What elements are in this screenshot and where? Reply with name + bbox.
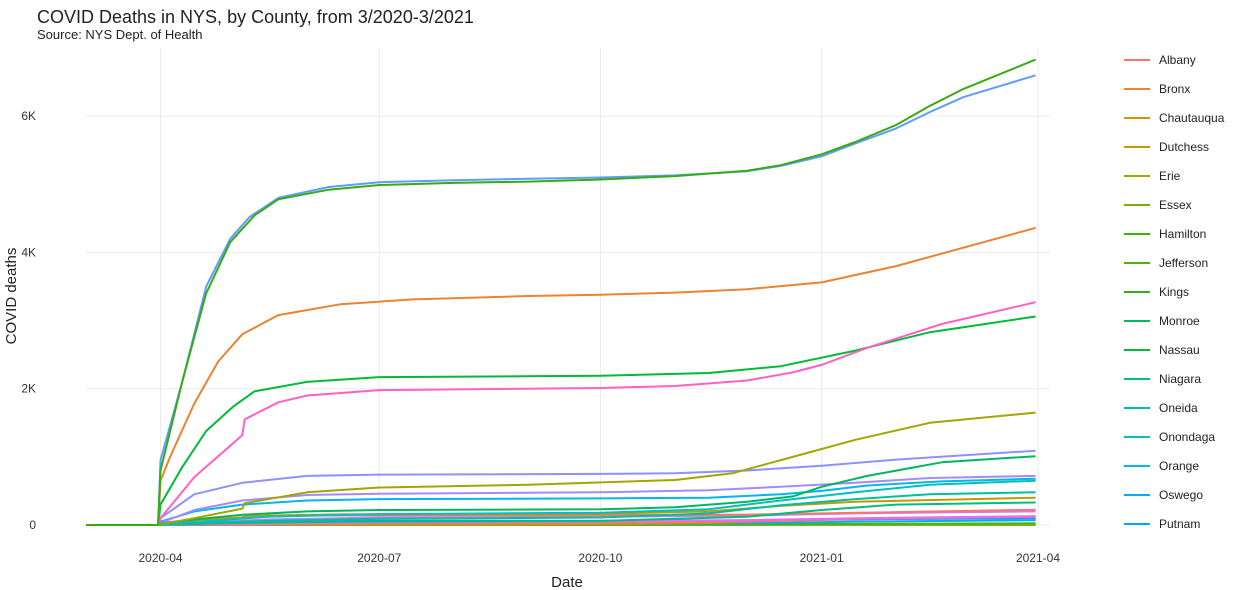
legend-label: Bronx: [1159, 82, 1190, 96]
legend-item-albany[interactable]: Albany: [1124, 53, 1196, 67]
x-tick-label: 2020-07: [357, 551, 401, 565]
legend-label: Dutchess: [1159, 140, 1209, 154]
y-tick-label: 4K: [21, 245, 36, 259]
x-tick-label: 2021-04: [1016, 551, 1060, 565]
legend-item-orange[interactable]: Orange: [1124, 459, 1199, 473]
x-axis-label: Date: [551, 574, 583, 590]
series-line-kings: [86, 58, 1036, 526]
y-tick-label: 0: [29, 518, 36, 532]
axis-ticks: 0 2K 4K 6K 2020-04 2020-07 2020-10 2021-01 2021-…: [21, 109, 1060, 565]
legend-label: Essex: [1159, 198, 1192, 212]
legend-label: Nassau: [1159, 343, 1200, 357]
legend-item-oneida[interactable]: Oneida: [1124, 401, 1198, 415]
legend-label: Albany: [1159, 53, 1196, 67]
series-line-unlabeled-18: [86, 301, 1036, 526]
x-tick-label: 2020-10: [578, 551, 622, 565]
legend-item-erie[interactable]: Erie: [1124, 169, 1181, 183]
legend-item-nassau[interactable]: Nassau: [1124, 343, 1200, 357]
legend-item-monroe[interactable]: Monroe: [1124, 314, 1200, 328]
chart-title: COVID Deaths in NYS, by County, from 3/2…: [37, 7, 474, 27]
series-lines: [86, 58, 1036, 526]
y-tick-label: 6K: [21, 109, 36, 123]
legend-label: Oswego: [1159, 488, 1203, 502]
series-line-unlabeled-17: [86, 74, 1036, 526]
legend-item-dutchess[interactable]: Dutchess: [1124, 140, 1209, 154]
x-tick-label: 2021-01: [800, 551, 844, 565]
legend-item-essex[interactable]: Essex: [1124, 198, 1192, 212]
legend-label: Hamilton: [1159, 227, 1206, 241]
chart-subtitle: Source: NYS Dept. of Health: [37, 27, 202, 42]
legend-item-hamilton[interactable]: Hamilton: [1124, 227, 1206, 241]
legend-label: Putnam: [1159, 517, 1200, 531]
legend-item-onondaga[interactable]: Onondaga: [1124, 430, 1215, 444]
legend-item-putnam[interactable]: Putnam: [1124, 517, 1200, 531]
legend-label: Kings: [1159, 285, 1189, 299]
legend-item-jefferson[interactable]: Jefferson: [1124, 256, 1208, 270]
series-line-nassau: [86, 315, 1036, 526]
legend-label: Niagara: [1159, 372, 1201, 386]
legend-label: Jefferson: [1159, 256, 1208, 270]
x-tick-label: 2020-04: [139, 551, 183, 565]
y-axis-label: COVID deaths: [3, 248, 20, 345]
legend-label: Chautauqua: [1159, 111, 1225, 125]
legend-item-niagara[interactable]: Niagara: [1124, 372, 1201, 386]
legend-label: Monroe: [1159, 314, 1200, 328]
series-line-erie: [86, 411, 1036, 526]
legend: Albany Bronx Chautauqua Dutchess Erie Essex Ha…: [1124, 53, 1225, 531]
series-line-bronx: [86, 226, 1036, 526]
legend-label: Orange: [1159, 459, 1199, 473]
legend-label: Oneida: [1159, 401, 1198, 415]
legend-label: Onondaga: [1159, 430, 1215, 444]
legend-item-oswego[interactable]: Oswego: [1124, 488, 1203, 502]
y-tick-label: 2K: [21, 382, 36, 396]
legend-item-bronx[interactable]: Bronx: [1124, 82, 1190, 96]
legend-label: Erie: [1159, 169, 1181, 183]
legend-item-chautauqua[interactable]: Chautauqua: [1124, 111, 1225, 125]
legend-item-kings[interactable]: Kings: [1124, 285, 1189, 299]
